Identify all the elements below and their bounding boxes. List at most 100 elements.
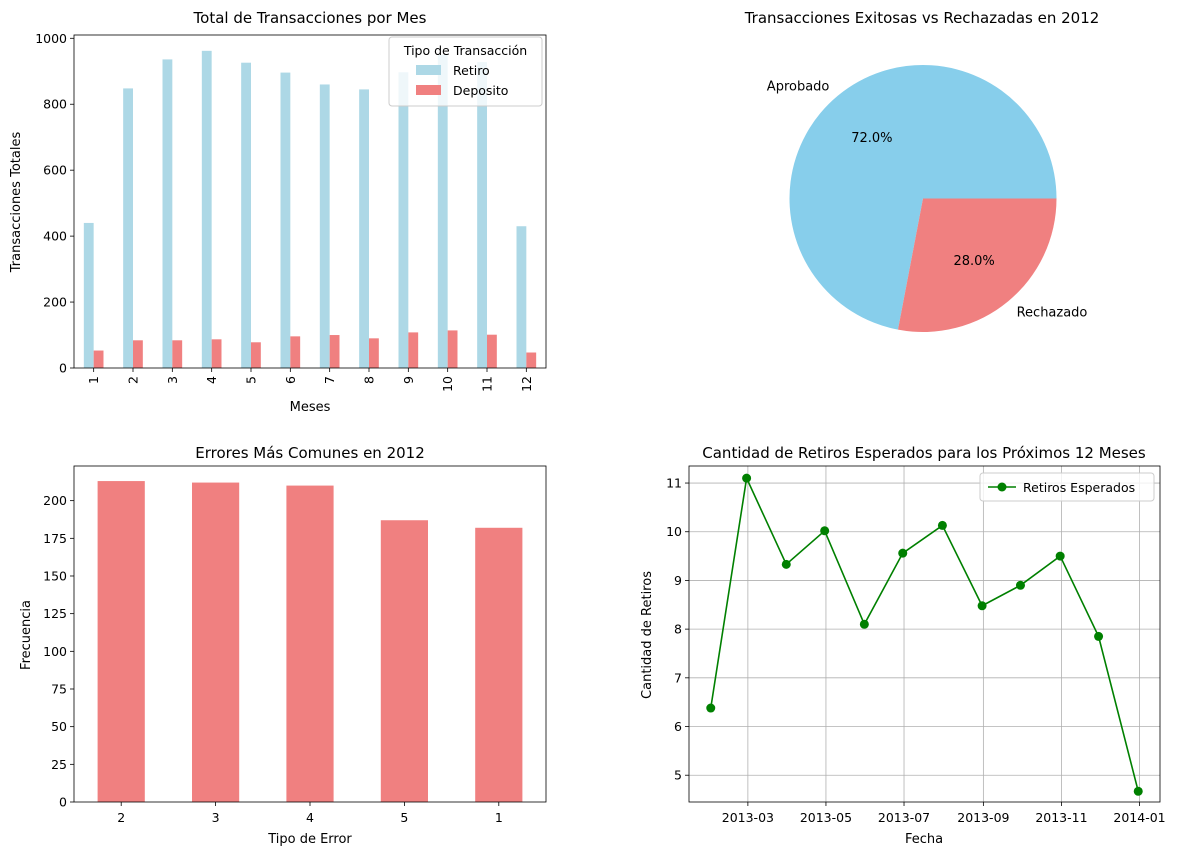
bar-retiro-7 [319,84,330,369]
y-tick-label: 11 [666,476,682,491]
x-tick-label: 2014-01 [1113,810,1165,825]
bar-deposito-10 [447,330,458,368]
x-tick-label: 11 [480,376,495,392]
y-tick-label: 0 [59,361,67,376]
y-tick-label: 75 [51,681,67,696]
legend-label: Retiros Esperados [1023,480,1135,495]
y-tick-label: 10 [666,524,682,539]
data-point-2013-05-31 [859,619,869,629]
y-tick-label: 5 [674,768,682,783]
legend-label: Deposito [453,83,508,98]
bar-deposito-4 [211,339,222,368]
x-tick-label: 10 [440,376,455,392]
bar-deposito-2 [133,340,143,368]
x-tick-label: 2013-09 [957,810,1009,825]
x-tick-label: 2013-11 [1035,810,1087,825]
x-tick-label: 4 [204,376,219,384]
chart1-xlabel: Meses [290,400,331,415]
pie-slice-rechazado [897,198,1057,333]
x-tick-label: 4 [306,810,314,825]
chart1-ylabel: Transacciones Totales [9,132,24,274]
chart-retiros-esperados: Cantidad de Retiros Esperados para los P… [640,444,1166,847]
bar-deposito-3 [172,340,183,368]
x-tick-label: 2013-05 [800,810,852,825]
bar-retiro-3 [162,59,173,369]
x-tick-label: 6 [283,376,298,384]
bar-error-1 [475,527,523,802]
plot-frame [73,34,547,369]
bar-retiro-9 [398,72,409,368]
y-tick-label: 125 [43,606,67,621]
chart-exitosas-vs-rechazadas: Transacciones Exitosas vs Rechazadas en … [744,9,1100,333]
y-tick-label: 9 [674,573,682,588]
y-tick-label: 600 [43,163,67,178]
bar-deposito-6 [290,336,301,368]
data-point-2013-12-31 [1133,786,1143,796]
bar-deposito-9 [408,332,419,368]
data-point-2013-09-30 [1015,580,1025,590]
chart2-title: Transacciones Exitosas vs Rechazadas en … [744,9,1100,27]
legend-title: Tipo de Transacción [403,43,527,58]
data-point-2013-08-31 [977,601,987,611]
y-tick-label: 6 [674,719,682,734]
plot-frame [688,465,1161,803]
legend-swatch-retiro [416,65,441,75]
bar-error-4 [286,485,334,802]
pie-slice-aprobado [789,65,1057,330]
x-tick-label: 2 [126,376,141,384]
pie-label: Rechazado [1017,306,1088,321]
y-tick-label: 175 [43,531,67,546]
x-tick-label: 1 [86,376,101,384]
bar-deposito-12 [526,352,537,368]
data-point-2013-04-30 [820,526,830,536]
legend-label: Retiro [453,63,490,78]
data-point-2013-01-31 [706,703,716,713]
data-point-2013-03-31 [781,559,791,569]
chart-errores-comunes: Errores Más Comunes en 2012 Tipo de Erro… [19,444,547,847]
x-tick-label: 1 [495,810,503,825]
series-line-retiros-esperados [709,475,1140,792]
x-tick-label: 3 [212,810,220,825]
y-tick-label: 50 [51,719,67,734]
legend-swatch-deposito [416,85,441,95]
x-tick-label: 9 [401,376,416,384]
x-tick-label: 2 [117,810,125,825]
y-tick-label: 25 [51,757,67,772]
chart3-title: Errores Más Comunes en 2012 [195,444,425,462]
bar-error-5 [380,520,428,802]
bar-retiro-8 [359,89,369,369]
x-tick-label: 2013-03 [722,810,774,825]
x-tick-label: 2013-07 [878,810,930,825]
x-tick-label: 3 [165,376,180,384]
legend-box [979,472,1155,502]
chart3-xlabel: Tipo de Error [267,832,352,847]
bar-retiro-6 [280,72,291,368]
bar-retiro-4 [201,50,212,368]
bar-deposito-7 [329,335,340,368]
x-tick-label: 8 [362,376,377,384]
chart4-ylabel: Cantidad de Retiros [640,571,655,699]
y-tick-label: 800 [43,97,67,112]
x-tick-label: 5 [400,810,408,825]
x-tick-label: 5 [244,376,259,384]
y-tick-label: 7 [674,670,682,685]
bar-retiro-10 [437,54,448,368]
y-tick-label: 150 [43,568,67,583]
y-tick-label: 400 [43,229,67,244]
data-point-2013-07-31 [937,520,947,530]
bar-deposito-1 [93,350,104,368]
bar-retiro-11 [477,62,487,368]
chart-transacciones-por-mes: Total de Transacciones por Mes Meses Tra… [9,9,547,415]
chart4-xlabel: Fecha [905,832,943,847]
legend-marker-swatch [997,482,1007,492]
bar-deposito-5 [251,342,261,368]
bar-retiro-2 [123,88,133,368]
data-point-2013-02-28 [742,473,752,483]
pie-label: Aprobado [767,79,830,94]
x-tick-label: 7 [322,376,337,384]
chart3-ylabel: Frecuencia [19,600,34,670]
bar-retiro-1 [83,222,94,368]
y-tick-label: 100 [43,644,67,659]
y-tick-label: 8 [674,622,682,637]
